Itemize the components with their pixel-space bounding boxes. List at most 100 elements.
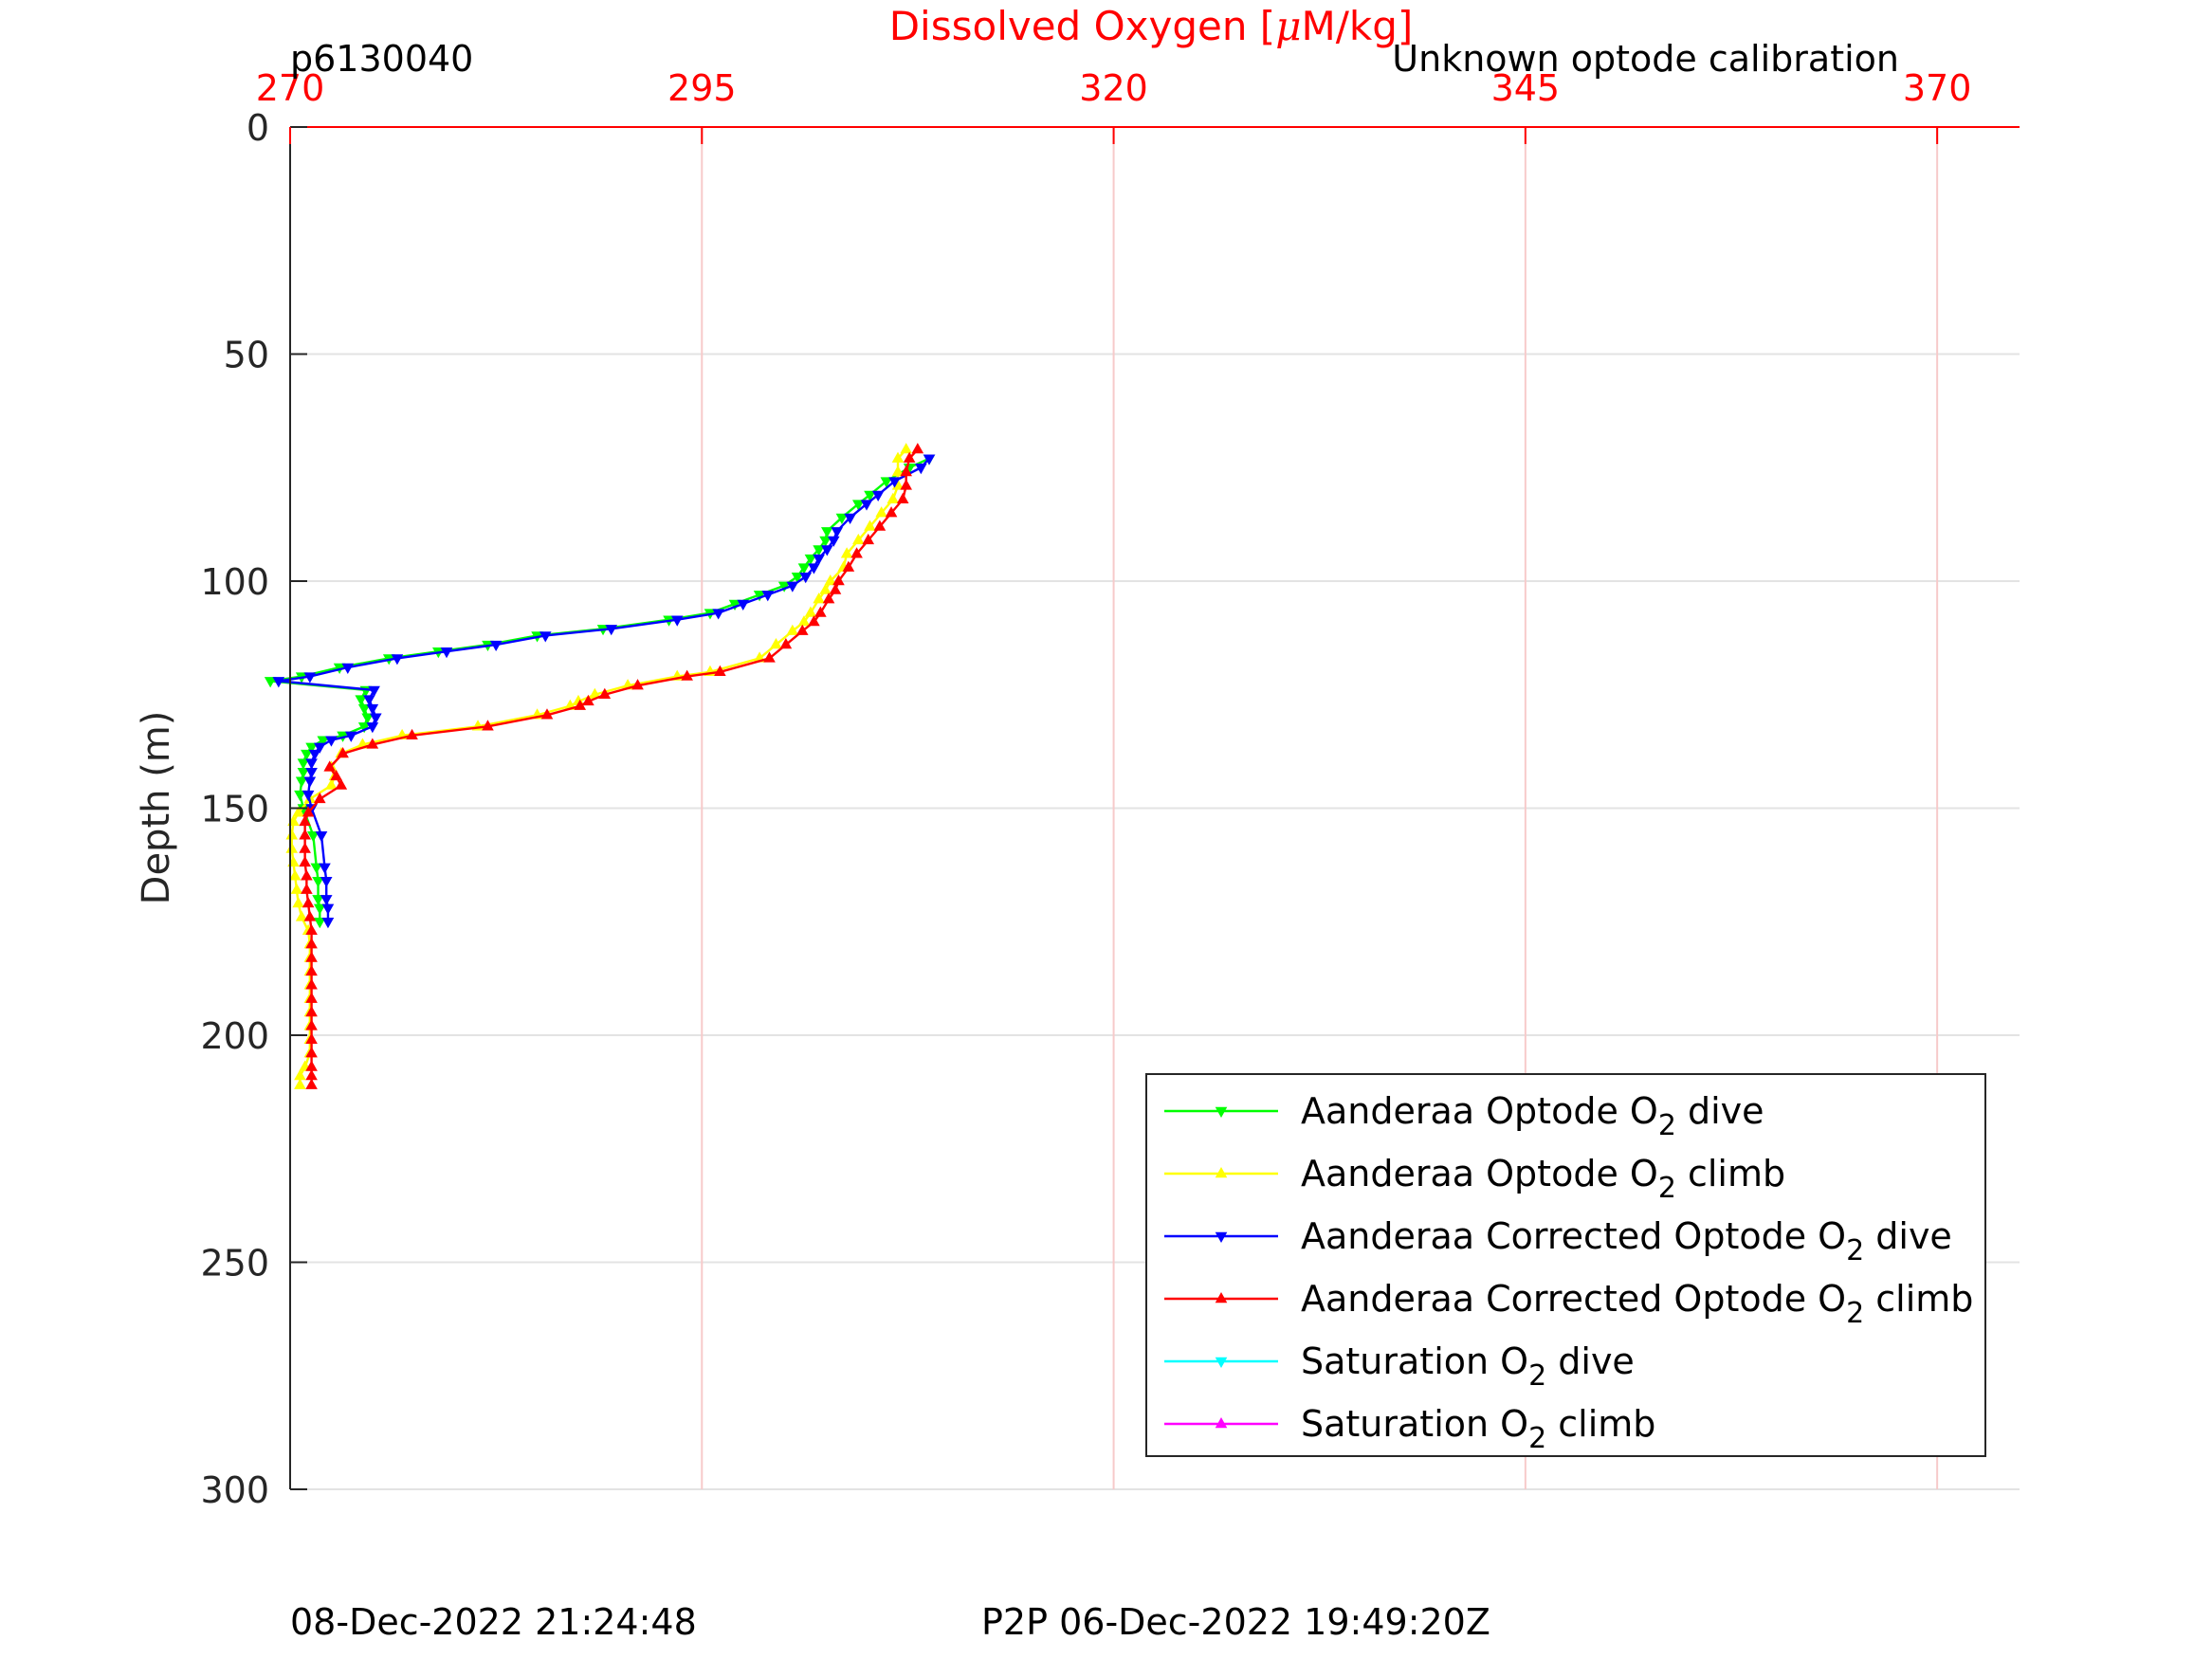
data-point xyxy=(313,742,326,754)
data-point xyxy=(315,831,328,843)
data-point xyxy=(852,533,865,545)
data-point xyxy=(302,806,315,817)
data-point xyxy=(357,703,371,716)
data-point xyxy=(344,731,357,742)
data-point xyxy=(305,767,318,779)
series-line xyxy=(290,448,907,1085)
legend-label: Aanderaa Corrected Optode O2 dive xyxy=(1301,1215,1952,1267)
data-point xyxy=(814,606,827,617)
data-point xyxy=(875,506,887,518)
data-point xyxy=(363,695,375,706)
data-point xyxy=(310,863,323,874)
data-point xyxy=(285,842,299,853)
data-point xyxy=(305,951,318,962)
plot-timestamp: 08-Dec-2022 21:24:48 xyxy=(290,1601,697,1643)
data-point xyxy=(915,464,927,475)
data-point xyxy=(871,490,885,501)
data-point xyxy=(297,804,310,815)
data-point xyxy=(900,443,912,454)
data-point xyxy=(302,790,315,802)
data-point xyxy=(320,876,333,888)
data-point xyxy=(589,687,601,699)
data-point xyxy=(827,536,840,547)
data-point xyxy=(301,749,313,761)
data-point xyxy=(804,554,817,566)
data-point xyxy=(312,876,324,888)
data-point xyxy=(885,506,898,518)
data-point xyxy=(582,694,594,706)
legend-marker xyxy=(1215,1231,1228,1243)
data-point xyxy=(302,897,315,908)
data-point xyxy=(862,533,875,545)
data-point xyxy=(482,720,494,731)
data-point xyxy=(303,672,317,684)
data-point xyxy=(295,910,308,921)
data-point xyxy=(366,738,379,749)
data-point xyxy=(779,638,793,649)
legend-marker xyxy=(1215,1167,1228,1178)
data-point xyxy=(361,713,374,724)
data-point xyxy=(305,1019,318,1030)
data-point xyxy=(285,829,299,840)
data-point xyxy=(795,624,809,635)
data-point xyxy=(887,492,900,503)
y-tick-label: 100 xyxy=(200,561,269,603)
data-point xyxy=(821,527,833,538)
data-point xyxy=(923,454,936,465)
x-tick-label: 270 xyxy=(256,67,325,109)
legend-label: Aanderaa Optode O2 dive xyxy=(1301,1090,1764,1142)
data-point xyxy=(860,500,873,511)
data-point xyxy=(797,563,811,574)
data-point xyxy=(850,547,863,558)
data-point xyxy=(681,669,693,681)
data-point xyxy=(712,609,724,620)
series-aanderaa-optode-o2-climb xyxy=(285,443,912,1089)
data-point xyxy=(831,527,844,538)
data-point xyxy=(824,574,837,586)
data-point xyxy=(357,722,371,734)
data-point xyxy=(330,769,342,781)
data-point xyxy=(325,736,338,747)
data-point xyxy=(323,760,336,772)
legend-entries: Aanderaa Optode O2 dive Aanderaa Optode O… xyxy=(1164,1090,1973,1455)
data-point xyxy=(370,713,382,724)
y-tick-label: 300 xyxy=(200,1469,269,1511)
data-point xyxy=(791,573,804,584)
data-point xyxy=(299,842,311,853)
data-point xyxy=(539,631,552,643)
calibration-note: Unknown optode calibration xyxy=(1392,38,1899,80)
data-point xyxy=(844,513,856,524)
legend-marker xyxy=(1215,1106,1228,1118)
data-point xyxy=(598,687,612,699)
data-point xyxy=(335,778,348,790)
data-point xyxy=(903,451,916,463)
data-point xyxy=(842,560,855,572)
data-point xyxy=(761,591,775,602)
data-point xyxy=(325,778,338,790)
data-point xyxy=(272,677,285,688)
data-point xyxy=(873,520,887,531)
data-point xyxy=(631,679,644,690)
y-axis-label: Depth (m) xyxy=(135,711,178,905)
data-point xyxy=(900,479,912,490)
data-point xyxy=(303,910,317,921)
p2p-timestamp: P2P 06-Dec-2022 19:49:20Z xyxy=(981,1601,1490,1643)
profile-id: p6130040 xyxy=(290,38,473,80)
axes: Dissolved Oxygen [μM/kg] Depth (m) xyxy=(135,3,2020,1489)
data-point xyxy=(294,1078,306,1089)
data-point xyxy=(440,647,453,659)
data-point xyxy=(305,992,318,1003)
legend-entry-aanderaa-corrected-optode-o2-dive: Aanderaa Corrected Optode O2 dive xyxy=(1164,1215,1952,1267)
x-tick-label: 295 xyxy=(667,67,737,109)
data-point xyxy=(763,651,776,663)
legend-box xyxy=(1145,1073,1986,1457)
data-point xyxy=(301,883,313,894)
series-aanderaa-corrected-optode-o2-climb xyxy=(299,443,924,1089)
data-point xyxy=(299,855,311,867)
data-point xyxy=(808,563,820,574)
data-point xyxy=(307,831,320,843)
legend-marker xyxy=(1215,1357,1228,1368)
data-point xyxy=(313,792,326,804)
legend-label: Aanderaa Corrected Optode O2 climb xyxy=(1301,1278,1973,1330)
data-point xyxy=(288,869,302,881)
